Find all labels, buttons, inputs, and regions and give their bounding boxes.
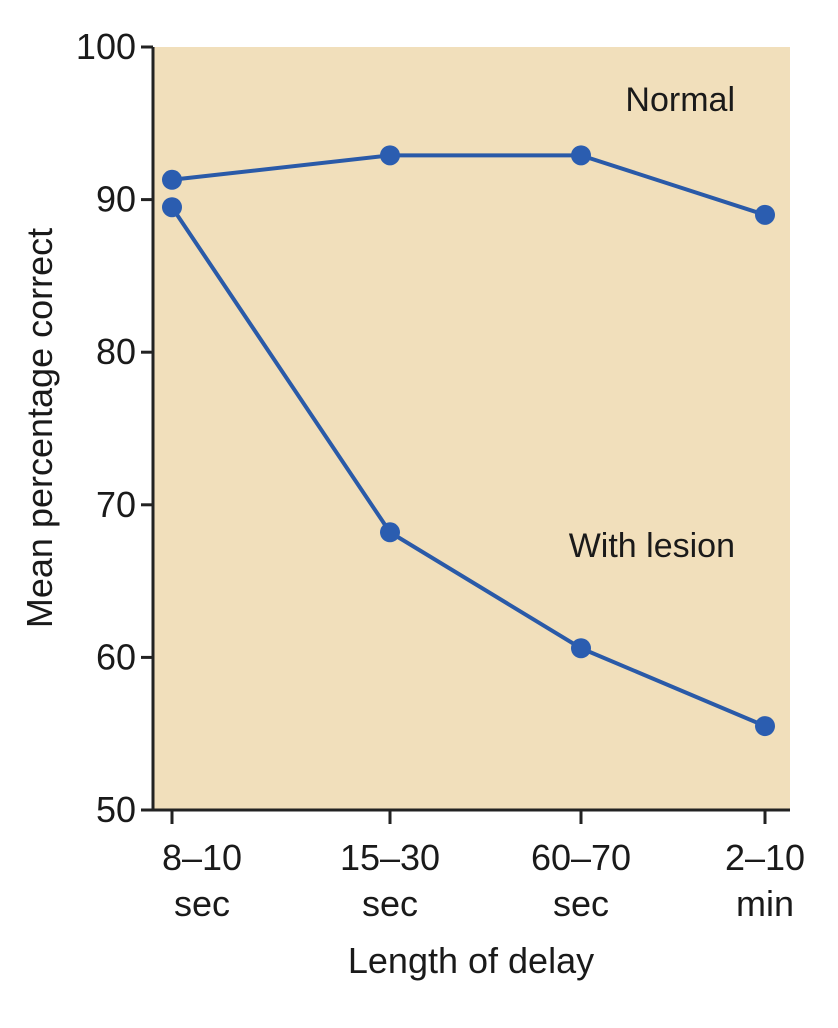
data-point xyxy=(380,522,400,543)
x-tick-label: 60–70 xyxy=(531,837,631,878)
data-point xyxy=(162,169,182,190)
x-tick-label: 8–10 xyxy=(162,837,242,878)
y-tick-label: 50 xyxy=(96,789,136,830)
y-tick-label: 100 xyxy=(76,26,136,67)
x-tick-label: sec xyxy=(362,883,418,924)
data-point xyxy=(380,145,400,166)
y-tick-label: 90 xyxy=(96,179,136,220)
series-label-normal: Normal xyxy=(625,81,735,119)
x-tick-label: 2–10 xyxy=(725,837,805,878)
series-layer xyxy=(162,145,775,737)
data-point xyxy=(571,638,591,659)
data-point xyxy=(755,716,775,737)
y-tick-label: 70 xyxy=(96,484,136,525)
series-line xyxy=(171,153,766,217)
x-axis-ticks: 8–10 sec 15–30 sec 60–70 sec 2–10 min xyxy=(162,810,805,924)
y-axis-title: Mean percentage correct xyxy=(19,228,60,628)
data-point xyxy=(755,204,775,225)
x-tick-label: min xyxy=(736,883,794,924)
x-tick-label: sec xyxy=(174,883,230,924)
x-tick-label: sec xyxy=(553,883,609,924)
data-point xyxy=(162,197,182,218)
y-axis-ticks: 50 60 70 80 90 100 xyxy=(76,26,153,830)
y-tick-label: 60 xyxy=(96,636,136,677)
data-point xyxy=(571,145,591,166)
series-label-with-lesion: With lesion xyxy=(569,527,735,565)
x-axis-title: Length of delay xyxy=(348,940,594,981)
series-line xyxy=(170,206,766,728)
y-tick-label: 80 xyxy=(96,331,136,372)
plot-background xyxy=(153,47,790,810)
x-tick-label: 15–30 xyxy=(340,837,440,878)
